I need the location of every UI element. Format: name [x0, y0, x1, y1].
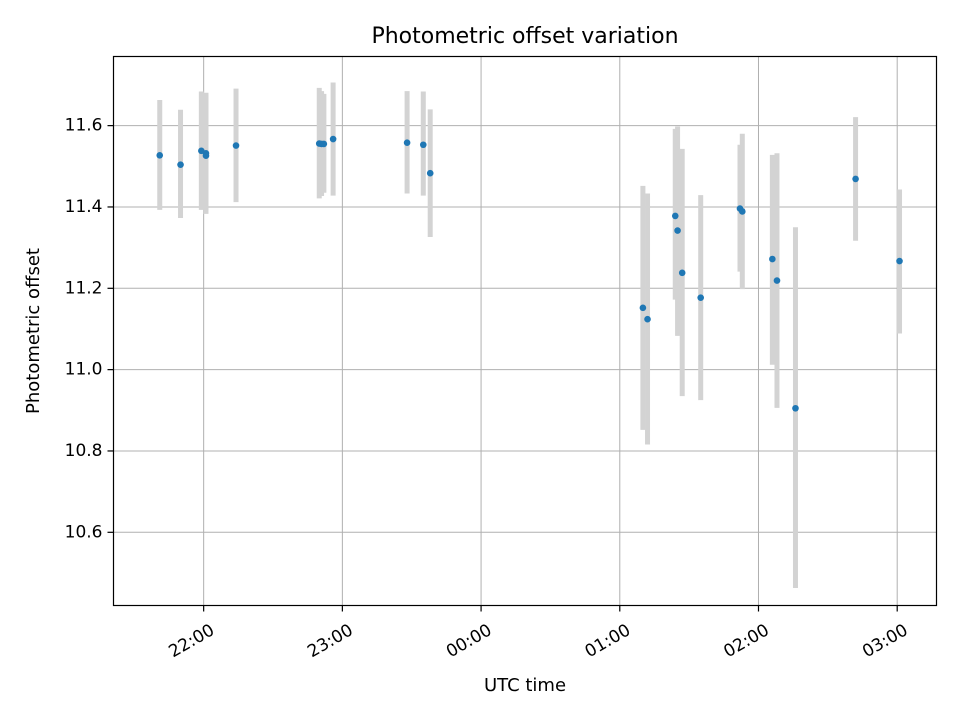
- x-axis-label: UTC time: [484, 675, 566, 696]
- y-tick-label: 11.2: [65, 278, 103, 298]
- data-point: [773, 277, 781, 284]
- y-tick-label: 10.8: [65, 441, 103, 461]
- data-point: [644, 315, 651, 323]
- plot-frame: [112, 55, 938, 607]
- data-point: [678, 269, 686, 277]
- data-point: [329, 135, 337, 143]
- data-point: [671, 212, 679, 220]
- data-point: [426, 169, 434, 177]
- chart-title: Photometric offset variation: [371, 24, 678, 49]
- data-point: [232, 142, 240, 149]
- y-tick-label: 11.0: [65, 360, 103, 380]
- data-point: [403, 139, 411, 147]
- data-point: [792, 404, 799, 412]
- y-tick-label: 11.6: [65, 116, 103, 136]
- data-point: [639, 304, 647, 312]
- data-point: [177, 161, 184, 168]
- point-layer: [156, 135, 903, 412]
- data-point: [202, 152, 210, 160]
- data-point: [852, 175, 859, 183]
- data-point: [739, 208, 746, 215]
- data-point: [419, 141, 427, 149]
- y-axis-label: Photometric offset: [23, 248, 44, 414]
- data-point: [769, 255, 776, 263]
- data-point: [896, 257, 903, 265]
- data-point: [697, 294, 704, 301]
- data-point: [156, 152, 164, 159]
- data-point: [320, 140, 328, 148]
- y-tick-label: 10.6: [65, 522, 103, 542]
- y-tick-label: 11.4: [65, 197, 103, 217]
- y-axis-ticks: 10.6 10.8 11.0 11.2 11.4 11.6: [65, 116, 114, 542]
- data-point: [674, 227, 681, 234]
